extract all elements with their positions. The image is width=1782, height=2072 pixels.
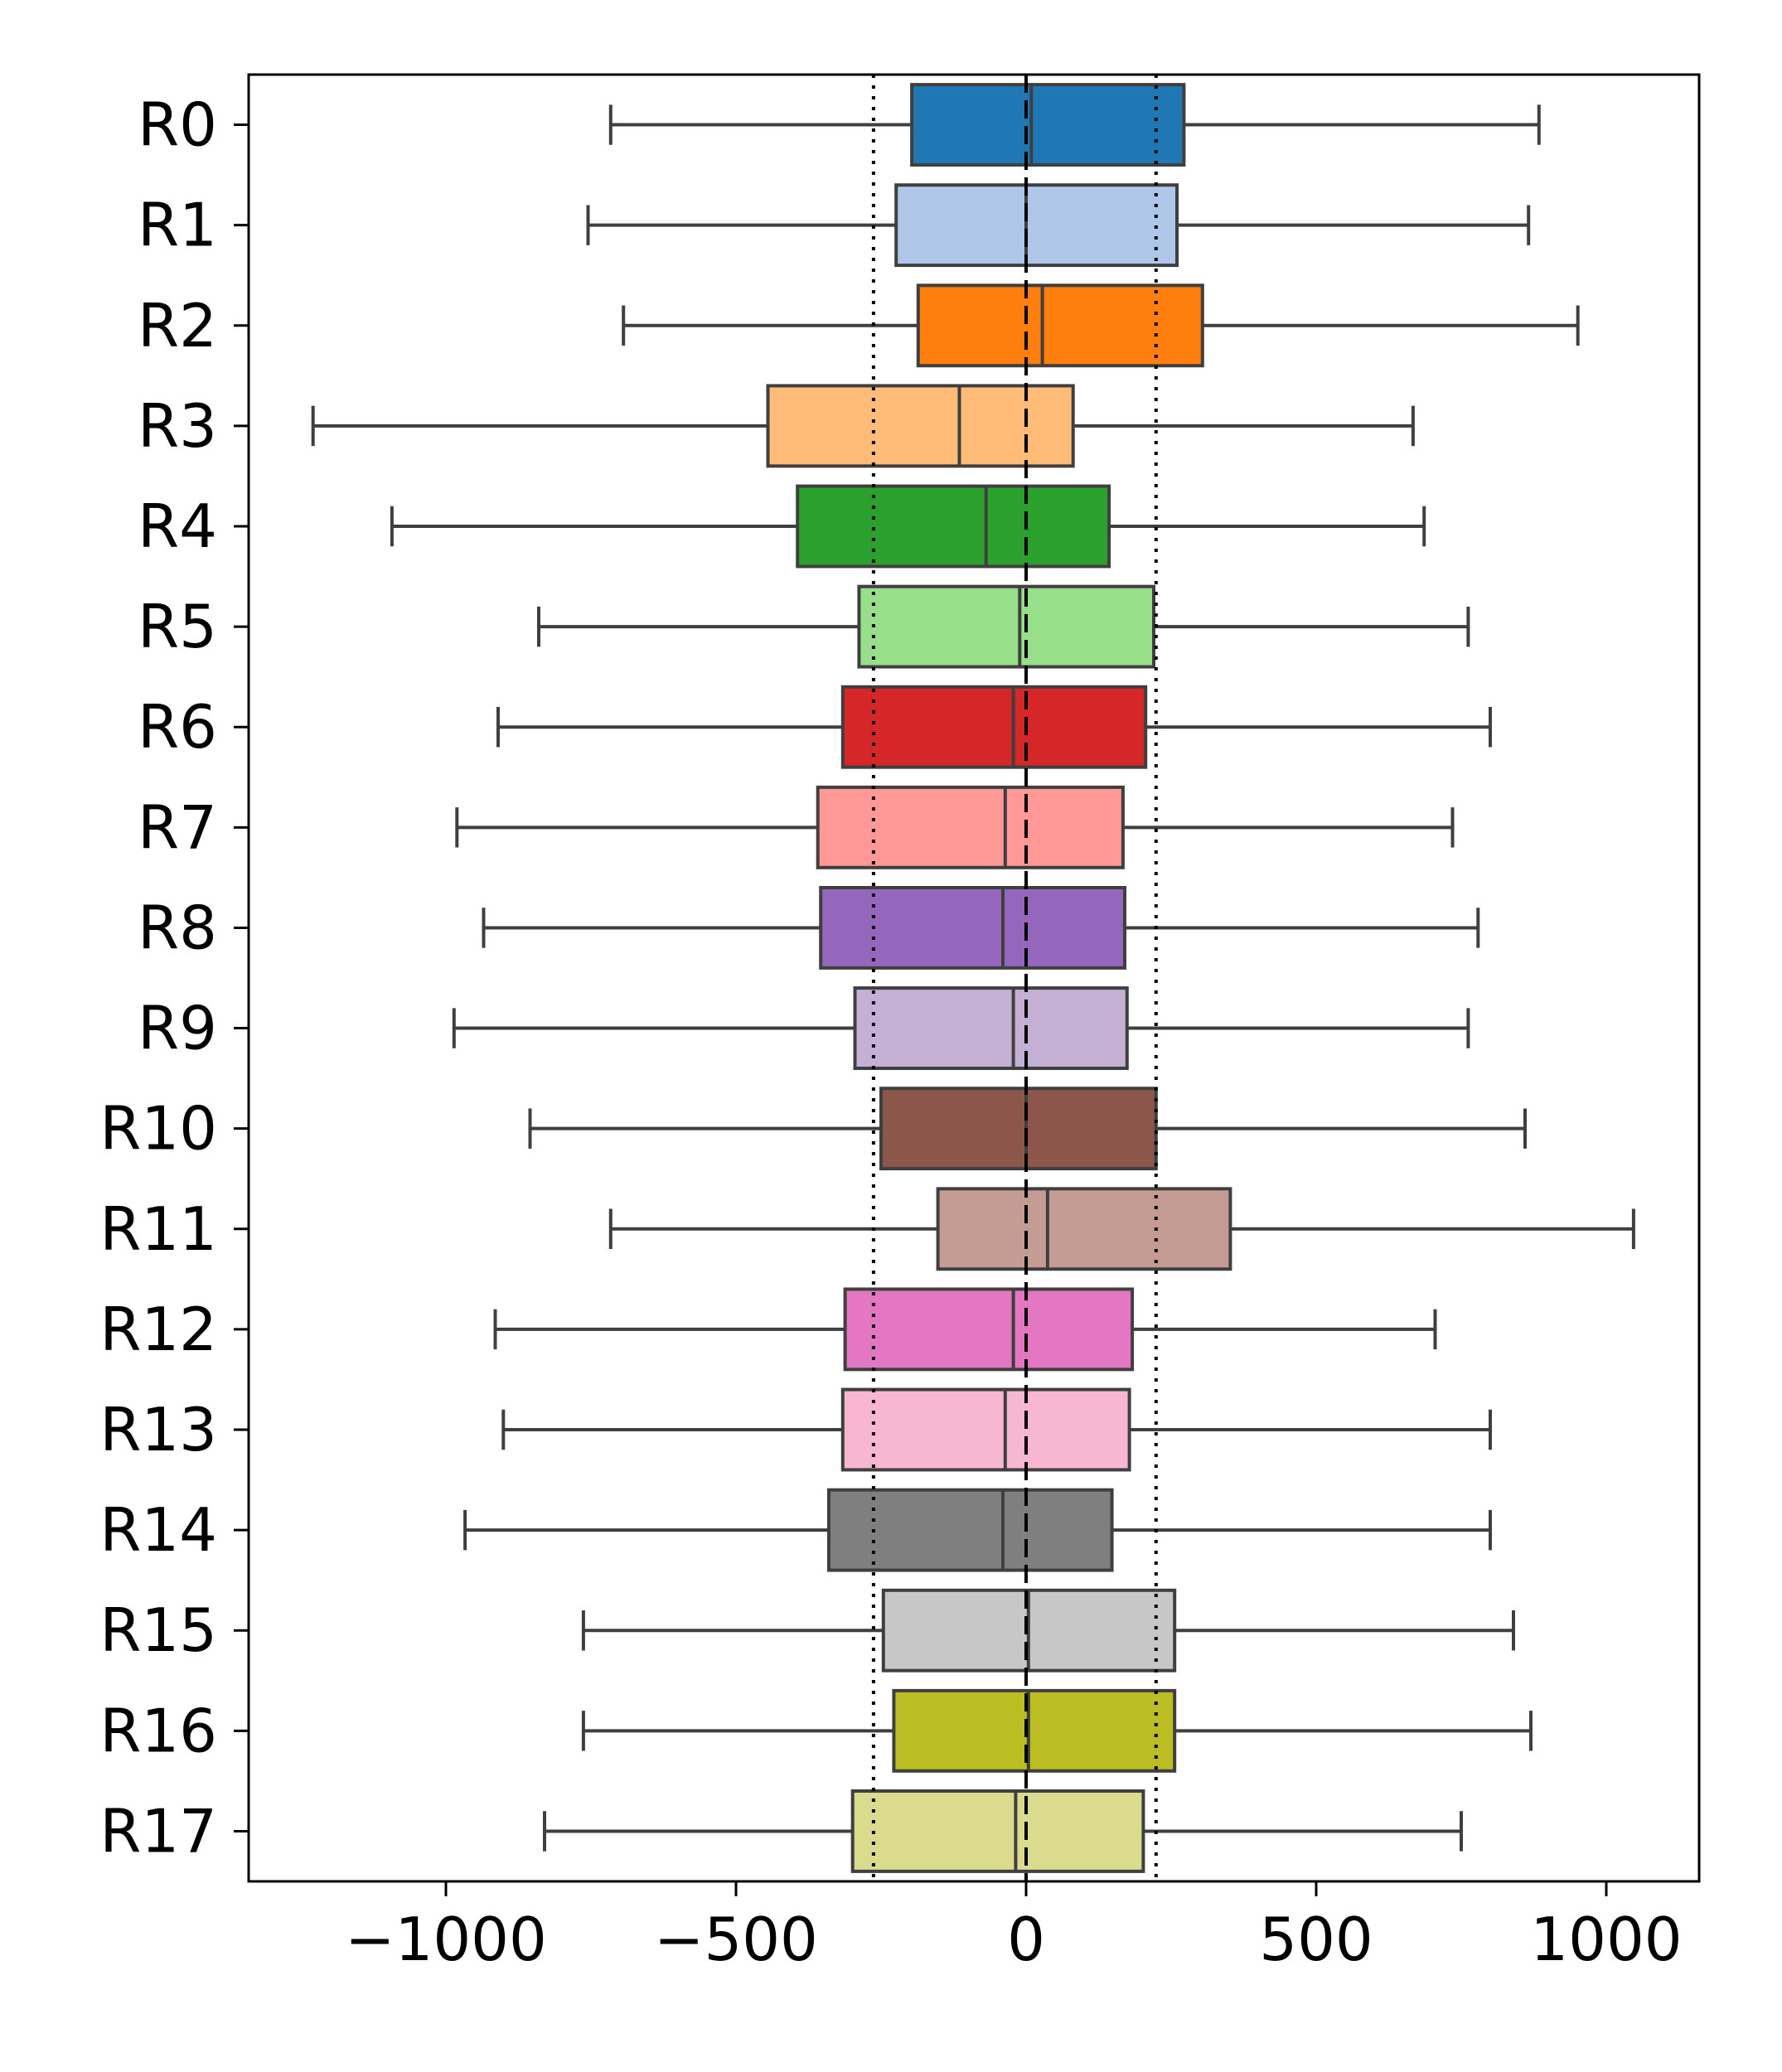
ytick-label: R4 <box>138 491 217 561</box>
ytick-label: R15 <box>99 1595 217 1665</box>
box-iqr <box>879 1087 1158 1171</box>
box-R12 <box>493 1287 1437 1372</box>
xtick-label: −500 <box>654 1905 818 1974</box>
box-R16 <box>581 1688 1533 1773</box>
ytick-label: R2 <box>138 291 217 361</box>
ytick-label: R8 <box>138 893 217 962</box>
ytick-label: R1 <box>138 191 217 260</box>
axes-frame <box>247 73 1701 1883</box>
box-iqr <box>840 685 1148 769</box>
box-iqr <box>827 1488 1114 1572</box>
xtick-label: 500 <box>1259 1905 1373 1974</box>
box-iqr <box>916 283 1204 368</box>
ytick-label: R17 <box>99 1796 217 1866</box>
box-R17 <box>543 1789 1463 1873</box>
ytick-label: R13 <box>99 1395 217 1464</box>
box-iqr <box>850 1789 1145 1873</box>
ytick-label: R16 <box>99 1696 217 1765</box>
ytick-label: R14 <box>99 1495 217 1565</box>
box-R9 <box>452 986 1470 1070</box>
ytick-label: R3 <box>138 391 217 461</box>
ytick-label: R0 <box>138 90 217 160</box>
box-R11 <box>608 1187 1635 1271</box>
box-iqr <box>796 484 1111 569</box>
box-iqr <box>892 1688 1177 1773</box>
box-R3 <box>311 384 1415 468</box>
box-R1 <box>586 183 1531 268</box>
box-R7 <box>455 785 1455 869</box>
box-R2 <box>622 283 1580 368</box>
ytick-label: R12 <box>99 1295 217 1364</box>
box-iqr <box>894 183 1179 268</box>
reference-lines <box>871 75 1158 1881</box>
xtick-label: 0 <box>1007 1905 1045 1974</box>
box-R0 <box>608 83 1541 167</box>
box-R6 <box>496 685 1492 769</box>
box-R14 <box>463 1488 1492 1572</box>
ytick-label: R5 <box>138 592 217 661</box>
box-iqr <box>766 384 1075 468</box>
box-R15 <box>581 1588 1515 1673</box>
box-R4 <box>390 484 1426 569</box>
ytick-label: R6 <box>138 692 217 762</box>
x-axis-ticks: −1000 −500 0 500 1000 <box>345 1881 1683 1974</box>
box-iqr <box>936 1187 1232 1271</box>
box-iqr <box>816 785 1125 869</box>
ytick-label: R9 <box>138 994 217 1063</box>
box-iqr <box>819 886 1126 970</box>
ytick-label: R11 <box>99 1194 217 1264</box>
box-R13 <box>501 1387 1492 1472</box>
plot-area <box>311 83 1635 1873</box>
y-axis-ticks: R0 R1 R2 R3 R4 R5 R6 R7 R8 R9 R10 R11 R12 R13 R14 R15 R1… <box>99 90 249 1866</box>
box-iqr <box>840 1387 1131 1472</box>
box-iqr <box>910 83 1186 167</box>
box-iqr <box>843 1287 1135 1372</box>
ytick-label: R10 <box>99 1094 217 1164</box>
box-R10 <box>528 1087 1527 1171</box>
box-iqr <box>853 986 1129 1070</box>
ytick-label: R7 <box>138 792 217 862</box>
box-iqr <box>857 584 1156 669</box>
box-R8 <box>482 886 1480 970</box>
xtick-label: −1000 <box>345 1905 547 1974</box>
xtick-label: 1000 <box>1530 1905 1682 1974</box>
box-R5 <box>537 584 1470 669</box>
